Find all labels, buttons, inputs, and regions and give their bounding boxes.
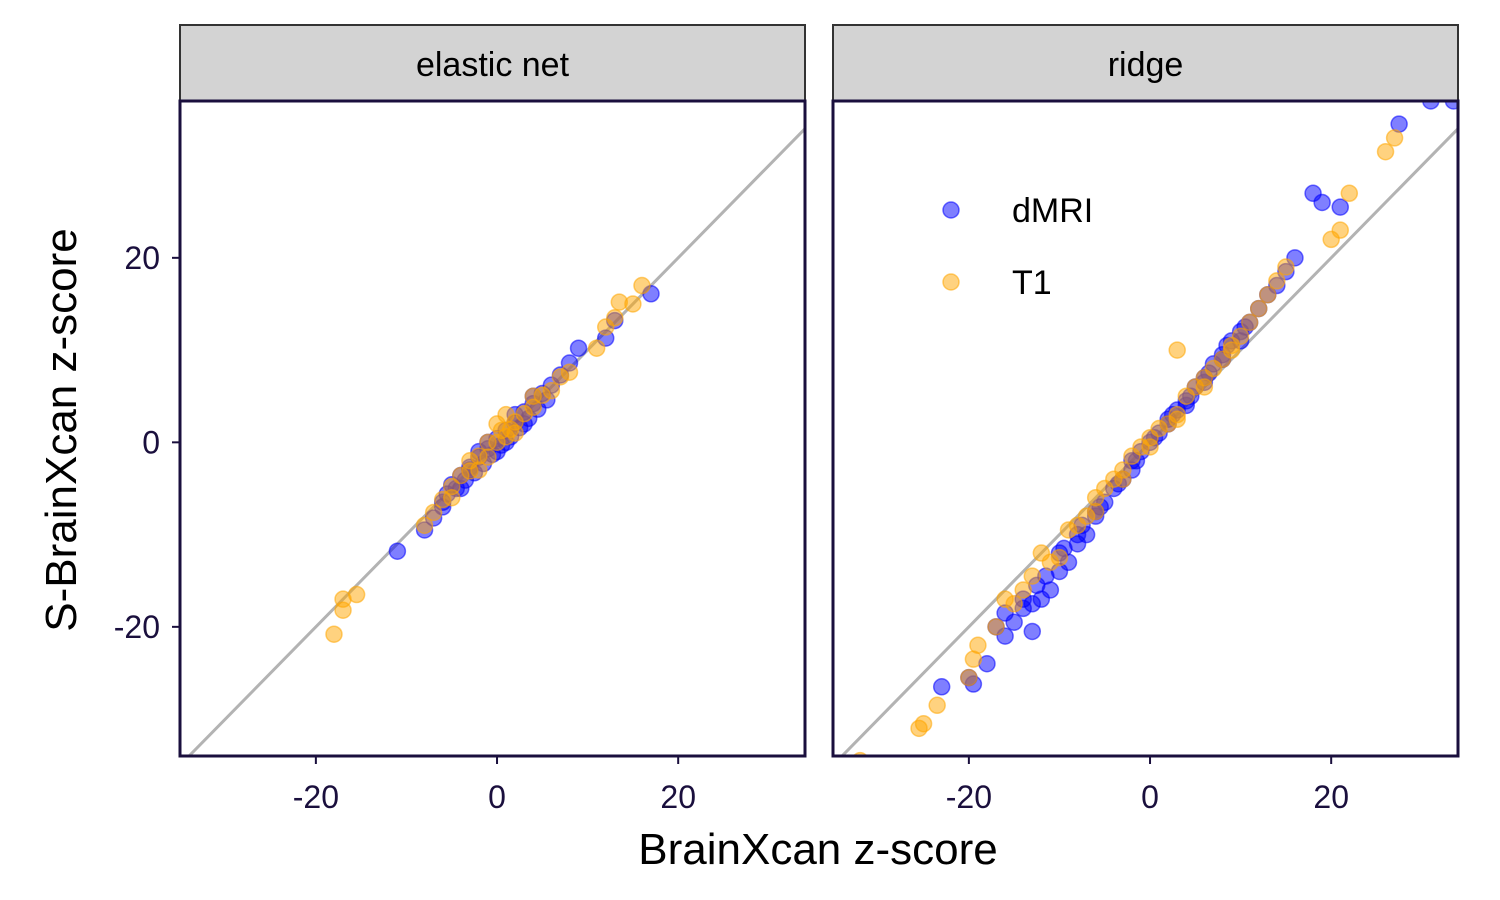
panel-1: ridge -20 0 20 xyxy=(831,24,1460,815)
point-dmri xyxy=(1023,595,1042,613)
point-t1 xyxy=(1014,581,1032,599)
plot-area xyxy=(186,127,805,756)
point-dmri xyxy=(1444,101,1458,110)
y-tick-label: 0 xyxy=(142,424,160,460)
y-axis-title: S-BrainXcan z-score xyxy=(37,228,86,631)
point-t1 xyxy=(624,295,642,313)
point-t1 xyxy=(497,405,515,424)
x-tick-label: -20 xyxy=(293,779,339,815)
point-t1 xyxy=(1059,521,1078,539)
facet-strip xyxy=(179,24,806,102)
point-t1 xyxy=(969,636,987,655)
facet-strip-label: ridge xyxy=(1108,46,1184,84)
point-t1 xyxy=(1168,410,1186,429)
legend-key-dmri xyxy=(942,201,960,219)
y-tick-label: 20 xyxy=(124,240,160,276)
point-t1 xyxy=(1249,299,1268,318)
point-t1 xyxy=(470,461,488,479)
point-t1 xyxy=(542,381,561,400)
point-t1 xyxy=(633,276,651,295)
point-t1 xyxy=(1086,502,1105,521)
point-t1 xyxy=(1240,313,1259,332)
point-t1 xyxy=(606,309,624,327)
point-t1 xyxy=(1050,548,1069,567)
point-t1 xyxy=(1141,438,1159,456)
point-dmri xyxy=(569,339,588,357)
x-tick-label: 0 xyxy=(1141,779,1159,815)
panels-layer: -20 0 20 elastic net -20 0 20 ridge -20 0 20 dMRI T1 xyxy=(114,24,1460,815)
point-t1 xyxy=(1340,184,1359,203)
point-t1 xyxy=(506,424,524,442)
facet-strip-label: elastic net xyxy=(416,46,570,84)
point-t1 xyxy=(1376,142,1395,161)
point-t1 xyxy=(479,433,497,452)
legend-key-t1 xyxy=(942,273,960,291)
x-tick-label: -20 xyxy=(946,779,992,815)
facet-strip xyxy=(832,24,1459,102)
point-t1 xyxy=(1268,272,1286,290)
point-t1 xyxy=(1032,544,1051,562)
point-t1 xyxy=(1168,341,1186,359)
point-t1 xyxy=(442,488,461,507)
point-t1 xyxy=(424,503,443,522)
panel-frame xyxy=(831,99,1460,758)
x-tick-label: 0 xyxy=(488,779,506,815)
point-t1 xyxy=(1277,258,1295,276)
point-t1 xyxy=(1023,567,1042,585)
panel-frame xyxy=(178,99,807,758)
point-dmri xyxy=(932,678,951,696)
point-t1 xyxy=(1222,336,1241,355)
legend-label: dMRI xyxy=(1012,192,1093,230)
point-t1 xyxy=(347,585,366,604)
point-dmri xyxy=(1313,193,1331,212)
point-t1 xyxy=(1259,285,1277,304)
point-t1 xyxy=(1385,129,1404,147)
legend: dMRI T1 xyxy=(942,192,1093,302)
point-t1 xyxy=(1114,470,1132,488)
point-t1 xyxy=(587,339,606,357)
plot-area xyxy=(839,101,1458,756)
x-tick-label: 20 xyxy=(1313,779,1349,815)
point-dmri xyxy=(1422,101,1440,110)
y-tick-label: -20 xyxy=(114,609,160,645)
panel-0: elastic net -20 0 20 xyxy=(178,24,807,815)
x-tick-label: 20 xyxy=(660,779,696,815)
point-dmri xyxy=(1023,622,1042,641)
x-axis-title: BrainXcan z-score xyxy=(638,825,997,874)
point-t1 xyxy=(560,363,579,381)
point-t1 xyxy=(987,618,1005,636)
point-t1 xyxy=(914,714,933,733)
point-t1 xyxy=(1331,221,1349,239)
point-t1 xyxy=(928,696,946,715)
point-t1 xyxy=(325,625,343,643)
point-dmri xyxy=(1331,198,1349,216)
point-t1 xyxy=(1005,595,1023,613)
legend-label: T1 xyxy=(1012,264,1052,302)
point-t1 xyxy=(1195,378,1214,396)
point-t1 xyxy=(415,516,434,535)
point-t1 xyxy=(960,668,978,687)
point-dmri xyxy=(388,542,407,560)
point-t1 xyxy=(524,387,543,405)
